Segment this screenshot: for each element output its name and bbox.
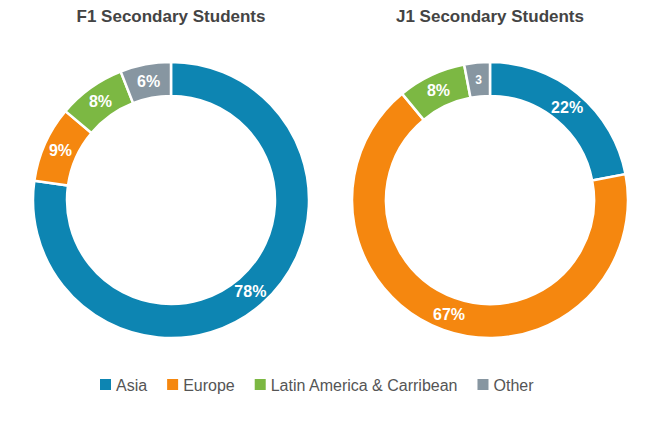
data-label: 22% <box>551 99 583 116</box>
slice <box>464 62 490 98</box>
donut-chart: 78% 9% 8% 6% <box>33 62 309 338</box>
legend-label: Other <box>493 377 534 394</box>
legend-swatch <box>100 379 111 390</box>
data-label: 8% <box>427 82 450 99</box>
legend-swatch <box>255 379 266 390</box>
data-label: 8% <box>89 93 112 110</box>
data-labels: 78% 9% 8% 6% <box>49 73 266 300</box>
slice <box>490 62 626 181</box>
slice <box>402 64 470 119</box>
legend-swatch <box>167 379 178 390</box>
slice <box>352 94 628 338</box>
legend-item: Latin America & Carribean <box>255 377 458 394</box>
legend-label: Asia <box>116 377 147 394</box>
legend-item: Other <box>477 377 534 394</box>
data-label: 3 <box>475 73 482 87</box>
slice <box>121 62 171 103</box>
data-label: 78% <box>234 283 266 300</box>
donut-chart: 22% 67% 8% 3 <box>352 62 628 338</box>
chart-root: 78% 9% 8% 6% F1 Secondary Students 22% 67% 8% 3 J… <box>0 0 650 425</box>
legend-label: Europe <box>183 377 235 394</box>
slice <box>65 72 133 134</box>
legend-item: Europe <box>167 377 235 394</box>
chart-title: F1 Secondary Students <box>77 7 266 26</box>
slices <box>33 62 309 338</box>
legend-swatch <box>477 379 488 390</box>
data-label: 67% <box>433 306 465 323</box>
slices <box>352 62 628 338</box>
legend-item: Asia <box>100 377 147 394</box>
legend-label: Latin America & Carribean <box>271 377 458 394</box>
slice <box>33 62 309 338</box>
data-label: 9% <box>49 142 72 159</box>
data-label: 6% <box>137 73 160 90</box>
legend: Asia Europe Latin America & Carribean Other <box>100 377 534 394</box>
data-labels: 22% 67% 8% 3 <box>427 73 583 323</box>
chart-title: J1 Secondary Students <box>396 7 584 26</box>
